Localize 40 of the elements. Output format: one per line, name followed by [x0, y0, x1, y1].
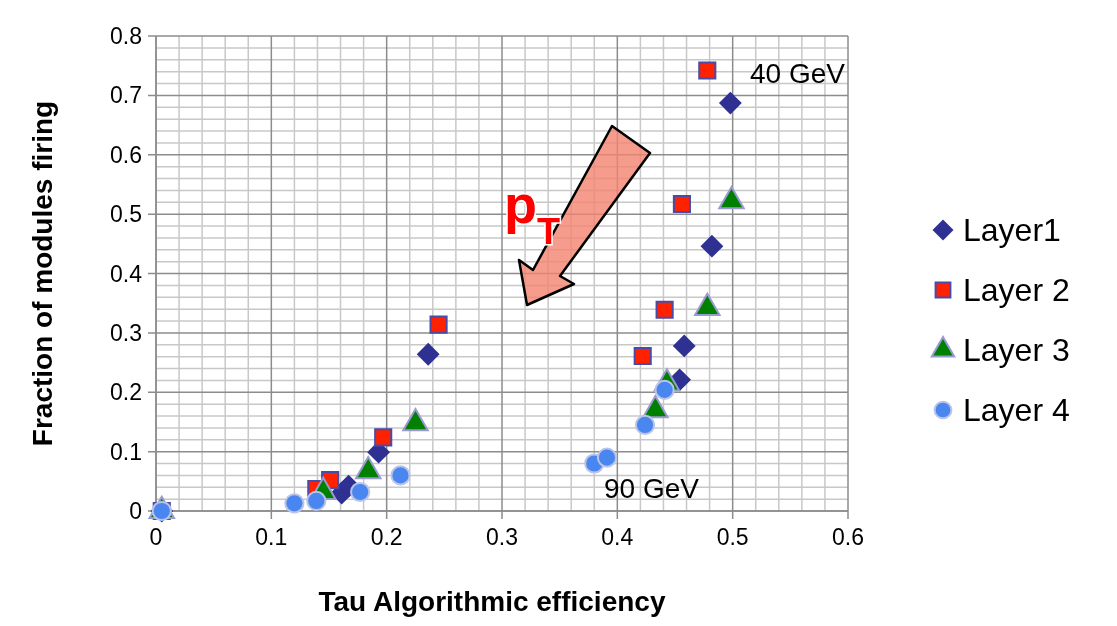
y-tick-label: 0.5 — [110, 201, 142, 228]
y-axis-title: Fraction of modules firing — [27, 100, 58, 447]
y-tick-label: 0.4 — [110, 260, 143, 287]
y-tick-label: 0.2 — [110, 379, 142, 406]
y-tick-label: 0.8 — [110, 23, 142, 49]
y-tick-label: 0.7 — [110, 82, 142, 109]
point — [374, 428, 393, 447]
legend-label: Layer 3 — [963, 332, 1070, 368]
legend-label: Layer1 — [963, 212, 1061, 248]
point — [429, 315, 448, 334]
x-tick-label: 0.4 — [601, 524, 634, 550]
annotation: 40 GeV — [750, 58, 846, 89]
point — [698, 61, 717, 80]
point — [700, 234, 724, 258]
point — [390, 465, 411, 486]
legend-label: Layer 2 — [963, 272, 1070, 308]
point — [718, 91, 742, 115]
point — [633, 346, 652, 366]
point — [350, 481, 371, 503]
point — [306, 490, 327, 511]
point — [284, 493, 305, 514]
x-axis-title: Tau Algorithmic efficiency — [318, 586, 666, 617]
annotation: 90 GeV — [604, 473, 700, 504]
point — [596, 447, 618, 468]
x-tick-label: 0.1 — [255, 524, 288, 550]
x-tick-label: 0.2 — [370, 524, 403, 550]
x-tick-label: 0.6 — [832, 524, 864, 550]
point — [416, 342, 440, 366]
y-tick-label: 0 — [129, 498, 142, 524]
legend-label: Layer 4 — [963, 392, 1070, 428]
x-tick-label: 0.3 — [486, 524, 518, 550]
x-tick-label: 0 — [149, 524, 163, 550]
point — [672, 194, 691, 214]
point — [672, 334, 696, 358]
y-tick-label: 0.1 — [110, 438, 142, 465]
x-tick-label: 0.5 — [716, 524, 749, 550]
point — [634, 414, 656, 435]
y-tick-label: 0.6 — [110, 141, 142, 168]
point — [655, 300, 674, 319]
y-tick-label: 0.3 — [110, 319, 142, 346]
